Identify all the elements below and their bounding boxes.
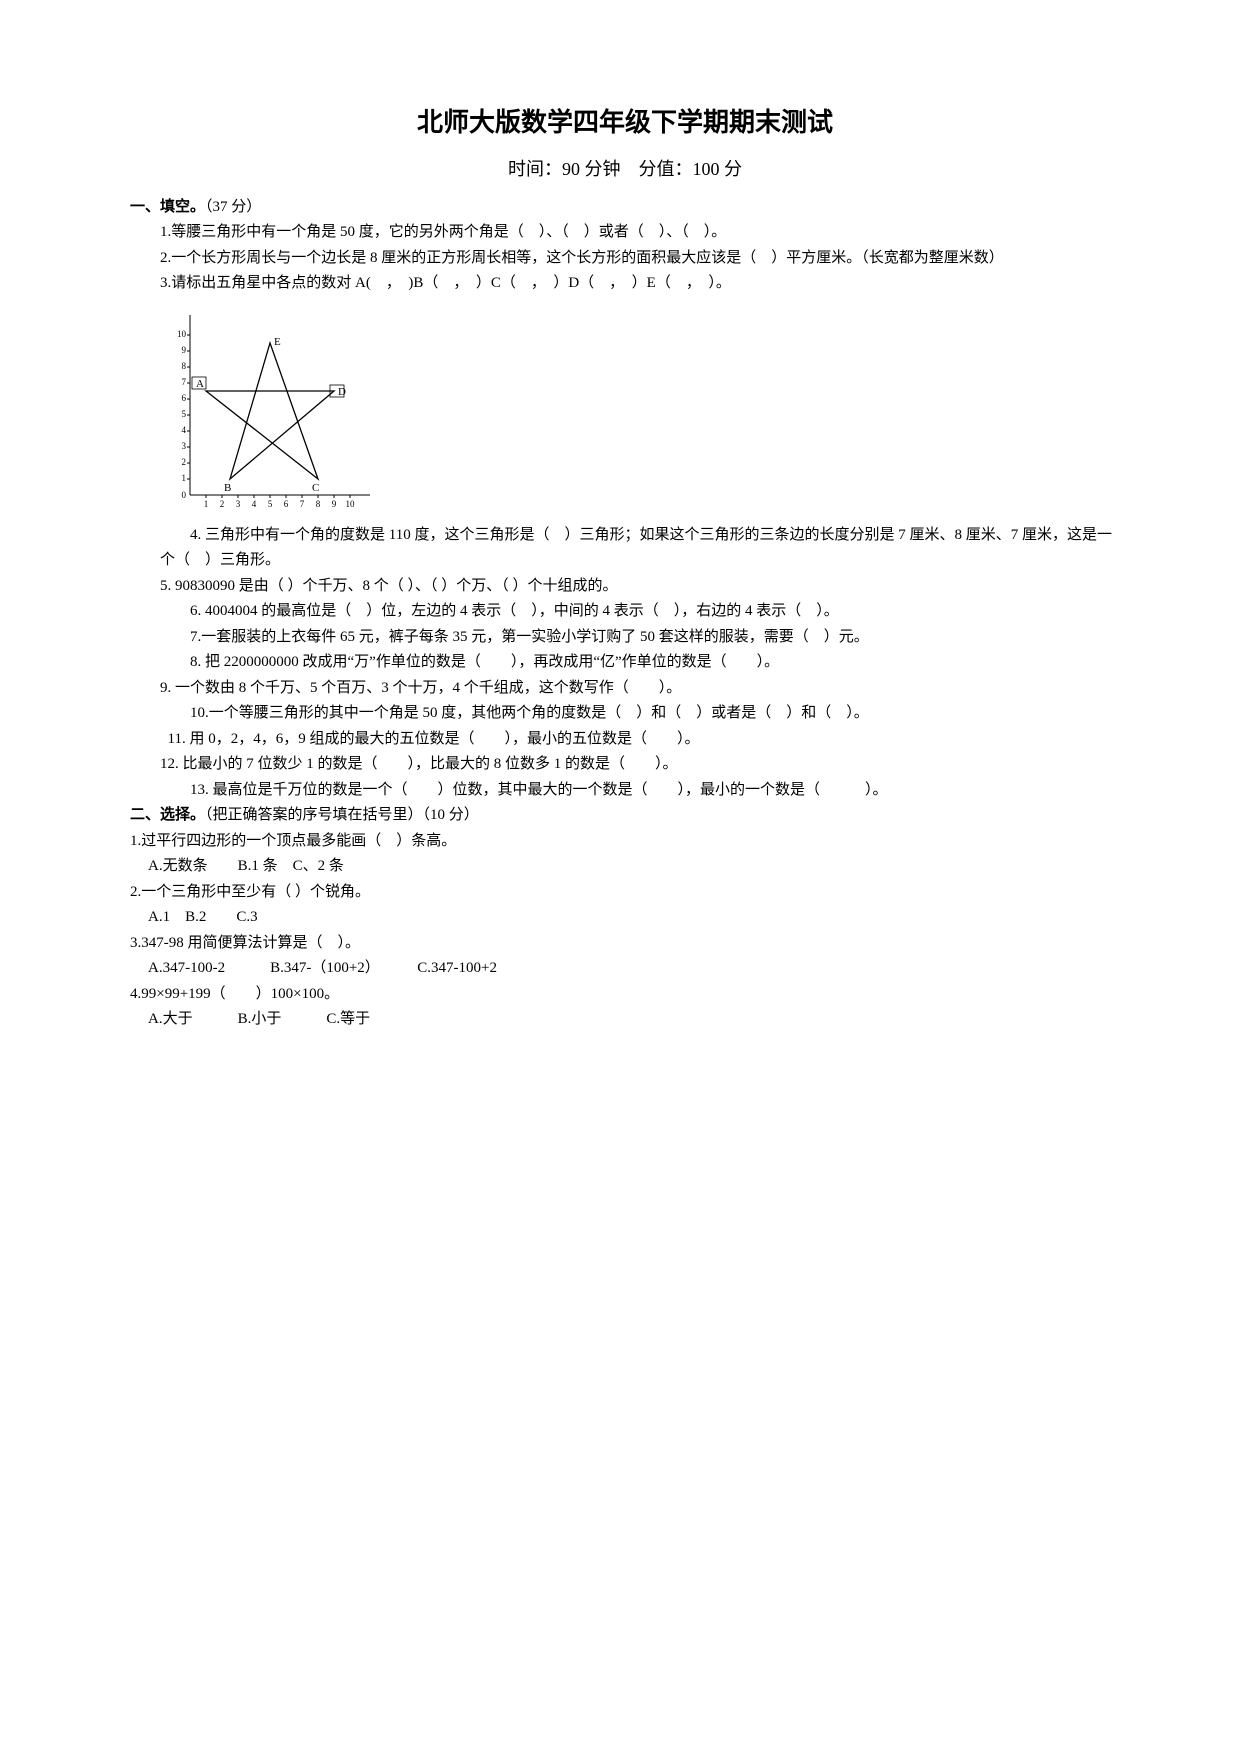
svg-text:C: C: [312, 482, 319, 494]
svg-text:4: 4: [182, 425, 187, 435]
q1-6: 6. 4004004 的最高位是（ ）位，左边的 4 表示（ ），中间的 4 表…: [130, 599, 1120, 625]
svg-text:9: 9: [332, 499, 337, 509]
q1-3: 3.请标出五角星中各点的数对 A( ， )B（ ， ）C（ ， ）D（ ， ）E…: [130, 271, 1120, 297]
q1-4: 4. 三角形中有一个角的度数是 110 度，这个三角形是（ ）三角形；如果这个三…: [130, 523, 1120, 574]
svg-text:1: 1: [182, 473, 187, 483]
page-title: 北师大版数学四年级下学期期末测试: [130, 100, 1120, 144]
svg-text:3: 3: [236, 499, 241, 509]
svg-text:8: 8: [182, 361, 187, 371]
svg-text:7: 7: [300, 499, 305, 509]
q2-1: 1.过平行四边形的一个顶点最多能画（ ）条高。: [130, 829, 1120, 855]
section-1-points: （37 分）: [205, 199, 261, 215]
q1-2: 2.一个长方形周长与一个边长是 8 厘米的正方形周长相等，这个长方形的面积最大应…: [130, 246, 1120, 272]
q1-9: 9. 一个数由 8 个千万、5 个百万、3 个十万，4 个千组成，这个数写作（ …: [130, 676, 1120, 702]
svg-text:7: 7: [182, 377, 187, 387]
q1-11: 11. 用 0，2，4，6，9 组成的最大的五位数是（ ），最小的五位数是（ ）…: [130, 727, 1120, 753]
section-2-header: 二、选择。（把正确答案的序号填在括号里）（10 分）: [130, 803, 1120, 829]
q2-3-opts: A.347-100-2 B.347-（100+2） C.347-100+2: [130, 956, 1120, 982]
svg-text:D: D: [338, 386, 346, 398]
svg-text:2: 2: [182, 457, 187, 467]
q1-5: 5. 90830090 是由（ ）个千万、8 个（ ）、（ ）个万、（ ）个十组…: [130, 574, 1120, 600]
q2-1-opts: A.无数条 B.1 条 C、2 条: [130, 854, 1120, 880]
svg-text:E: E: [274, 336, 281, 348]
q2-4: 4.99×99+199（ ）100×100。: [130, 982, 1120, 1008]
section-1-header: 一、填空。（37 分）: [130, 195, 1120, 221]
star-chart: 0 1 2 3 4 5 6 7 8 9 10 1 2: [160, 305, 380, 515]
q2-4-opts: A.大于 B.小于 C.等于: [130, 1007, 1120, 1033]
svg-text:9: 9: [182, 345, 187, 355]
svg-text:2: 2: [220, 499, 225, 509]
svg-text:8: 8: [316, 499, 321, 509]
svg-text:3: 3: [182, 441, 187, 451]
svg-text:6: 6: [284, 499, 289, 509]
q1-8: 8. 把 2200000000 改成用“万”作单位的数是（ ），再改成用“亿”作…: [130, 650, 1120, 676]
svg-text:5: 5: [182, 409, 187, 419]
svg-text:10: 10: [177, 329, 187, 339]
section-1-title: 一、填空。: [130, 199, 205, 215]
star-shape: [206, 343, 334, 479]
q2-2-opts: A.1 B.2 C.3: [130, 905, 1120, 931]
svg-text:B: B: [224, 482, 231, 494]
q1-12: 12. 比最小的 7 位数少 1 的数是（ ），比最大的 8 位数多 1 的数是…: [130, 752, 1120, 778]
svg-text:1: 1: [204, 499, 209, 509]
svg-text:A: A: [196, 378, 204, 390]
q2-3: 3.347-98 用简便算法计算是（ ）。: [130, 931, 1120, 957]
q1-7: 7.一套服装的上衣每件 65 元，裤子每条 35 元，第一实验小学订购了 50 …: [130, 625, 1120, 651]
section-2-points: （把正确答案的序号填在括号里）（10 分）: [205, 807, 479, 823]
svg-text:5: 5: [268, 499, 273, 509]
svg-text:0: 0: [182, 490, 187, 500]
page-subtitle: 时间：90 分钟 分值：100 分: [130, 154, 1120, 185]
q1-10: 10.一个等腰三角形的其中一个角是 50 度，其他两个角的度数是（ ）和（ ）或…: [130, 701, 1120, 727]
q2-2: 2.一个三角形中至少有（ ）个锐角。: [130, 880, 1120, 906]
q1-1: 1.等腰三角形中有一个角是 50 度，它的另外两个角是（ ）、（ ）或者（ ）、…: [130, 220, 1120, 246]
svg-text:6: 6: [182, 393, 187, 403]
section-2-title: 二、选择。: [130, 807, 205, 823]
svg-text:4: 4: [252, 499, 257, 509]
q1-13: 13. 最高位是千万位的数是一个（ ）位数，其中最大的一个数是（ ），最小的一个…: [130, 778, 1120, 804]
svg-text:10: 10: [346, 499, 356, 509]
